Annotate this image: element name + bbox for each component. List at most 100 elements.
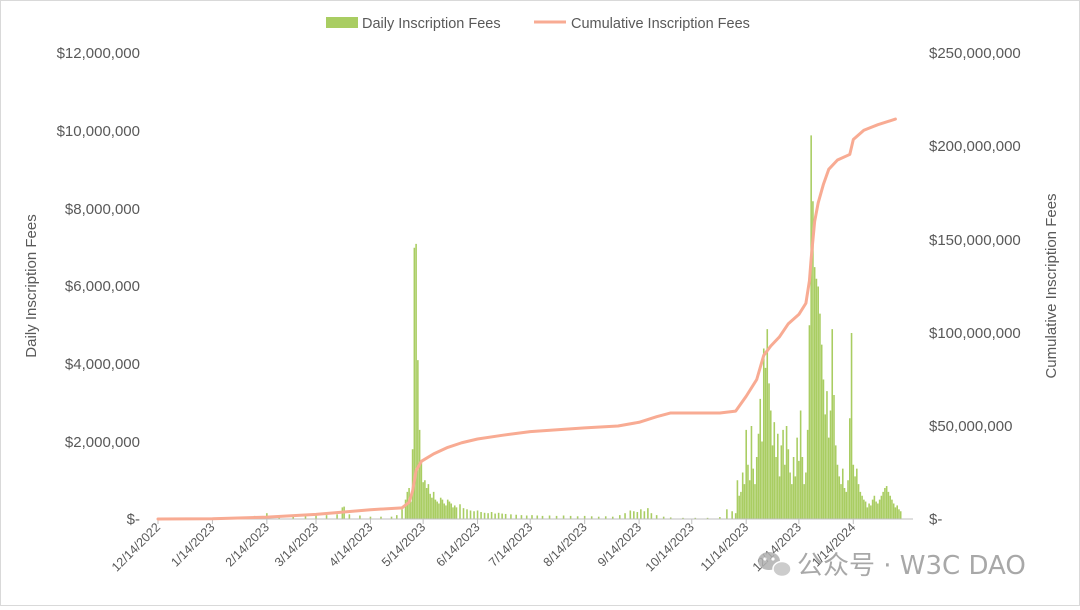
y-left-axis-title: Daily Inscription Fees [23, 214, 40, 357]
daily-fee-bar [740, 491, 742, 520]
daily-fee-bar [857, 484, 860, 520]
daily-fee-bar [520, 515, 523, 520]
daily-fee-bar [359, 515, 361, 519]
daily-fee-bar [348, 514, 351, 519]
daily-fee-bar [792, 457, 795, 519]
daily-fee-bar [429, 493, 431, 519]
daily-fee-bar [541, 515, 544, 519]
daily-fee-bar [422, 482, 424, 519]
daily-fee-bar [633, 511, 635, 519]
x-tick-label: 11/14/2023 [698, 520, 752, 574]
daily-fee-bar [794, 476, 797, 520]
daily-fee-bar [873, 495, 876, 519]
daily-fee-bar [369, 516, 372, 519]
daily-fee-bar [831, 329, 834, 520]
daily-fee-bar [805, 472, 807, 519]
legend: Daily Inscription Fees Cumulative Inscri… [326, 16, 750, 32]
daily-fee-bar [576, 516, 579, 519]
daily-fee-bar [734, 513, 737, 519]
daily-fee-bar [754, 484, 756, 520]
legend-swatch-daily [326, 17, 358, 28]
daily-fee-bar [336, 514, 338, 519]
daily-fee-bar [650, 513, 653, 519]
daily-fee-bar [757, 433, 760, 519]
daily-fee-bar [497, 512, 500, 519]
daily-fee-bar [618, 515, 621, 520]
y-right-tick-label: $200,000,000 [929, 138, 1021, 155]
daily-fee-bar [784, 464, 786, 519]
daily-fee-bar [694, 517, 697, 519]
daily-fee-bar [597, 516, 600, 519]
daily-fee-bar [427, 484, 430, 520]
daily-fee-bar [424, 480, 426, 519]
daily-fee-bar [432, 491, 435, 520]
daily-fee-bar [473, 511, 475, 519]
daily-fee-bar [736, 480, 739, 519]
daily-fee-bar [494, 513, 496, 519]
x-tick-label: 12/14/2022 [109, 520, 163, 574]
daily-fee-bar [738, 495, 740, 519]
daily-fee-bar [782, 429, 784, 520]
y-left-tick-label: $- [127, 511, 140, 528]
daily-fee-bar [799, 410, 802, 519]
daily-fee-bar [719, 517, 721, 519]
daily-fee-bar [850, 333, 853, 519]
daily-fee-bar [315, 515, 317, 519]
daily-fee-bar [761, 441, 763, 519]
daily-fee-bar [604, 516, 607, 519]
daily-fee-bar [750, 426, 753, 519]
daily-fee-bar [548, 515, 551, 519]
daily-fee-bar [434, 499, 437, 520]
x-tick-label: 2/14/2023 [223, 520, 272, 569]
daily-fee-bar [555, 515, 558, 519]
daily-fee-bar [798, 460, 800, 520]
daily-fee-bar [420, 460, 423, 520]
daily-fee-bar [882, 491, 884, 520]
daily-fee-bar [820, 344, 823, 520]
daily-fee-bar [841, 468, 844, 520]
daily-fee-bar [813, 267, 816, 520]
x-tick-label: 5/14/2023 [379, 520, 428, 569]
daily-fee-bar [847, 480, 849, 519]
daily-fee-bar [706, 517, 709, 519]
daily-fee-bar [747, 464, 749, 519]
daily-fee-bar [777, 433, 779, 519]
daily-fee-bar [525, 515, 528, 519]
daily-fee-bar [829, 410, 832, 519]
daily-fee-bar [854, 476, 856, 520]
daily-fee-bar [810, 135, 812, 520]
daily-fee-bar [325, 515, 328, 520]
x-tick-label: 3/14/2023 [272, 520, 321, 569]
daily-fee-bar [834, 445, 837, 520]
daily-fee-bar [450, 503, 453, 519]
daily-fee-bar [629, 510, 632, 519]
daily-fee-bar [741, 472, 744, 519]
x-tick-label: 8/14/2023 [541, 520, 590, 569]
daily-fee-bar [762, 348, 765, 519]
daily-fee-bar [891, 499, 893, 520]
daily-fee-bar [590, 516, 593, 519]
daily-fee-bar [771, 445, 774, 520]
daily-fee-bar [396, 515, 398, 520]
daily-fee-bar [583, 515, 586, 519]
daily-fee-bar [864, 501, 867, 519]
daily-fee-bar [292, 516, 294, 519]
daily-fee-bar [501, 513, 503, 519]
daily-fee-bar [789, 472, 791, 519]
daily-fee-bar [662, 516, 665, 519]
y-left-tick-label: $4,000,000 [65, 356, 140, 373]
daily-fee-bar [815, 278, 818, 519]
daily-fee-bar [759, 398, 762, 520]
daily-fee-bar [404, 499, 407, 520]
daily-fee-bar [801, 457, 804, 519]
daily-fee-bar [531, 515, 533, 520]
daily-fee-bar [436, 501, 438, 519]
daily-fee-bar [452, 507, 454, 520]
y-left-tick-label: $6,000,000 [65, 278, 140, 295]
daily-fee-bar [877, 503, 879, 519]
watermark-text: 公众号 · W3C DAO [797, 551, 1026, 581]
daily-fee-bar [487, 513, 489, 519]
daily-fee-bar [415, 243, 417, 520]
y-right-tick-label: $100,000,000 [929, 325, 1021, 342]
